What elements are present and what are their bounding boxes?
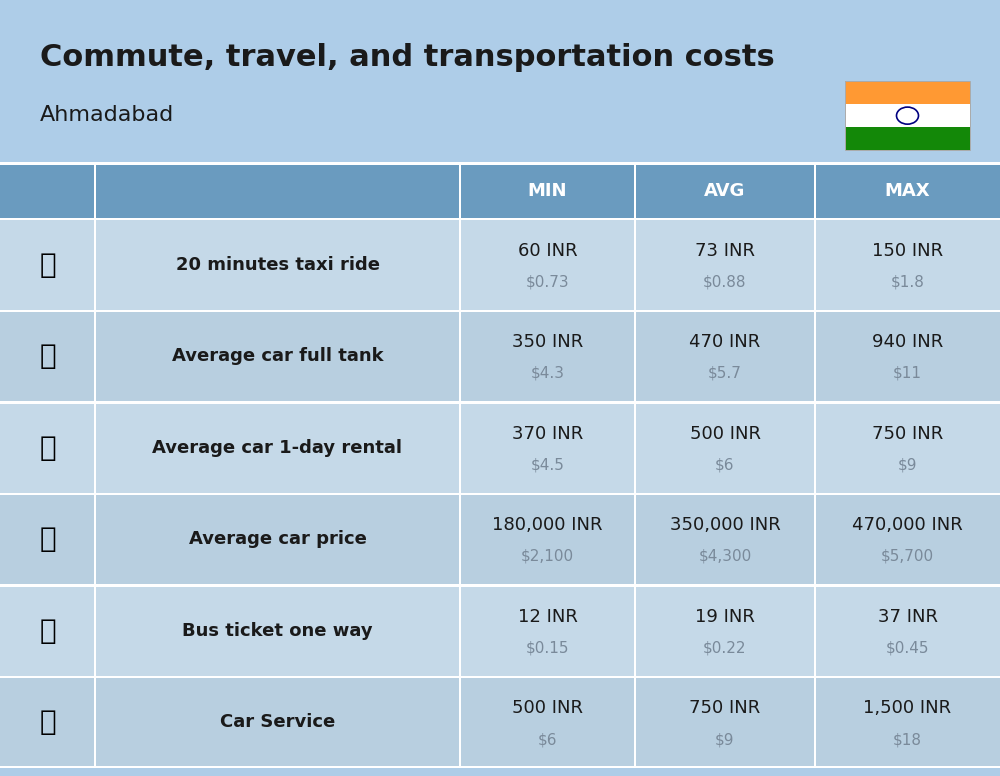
- Bar: [0, 163, 1000, 219]
- Bar: [845, 127, 970, 150]
- Text: $4,300: $4,300: [698, 549, 752, 564]
- Bar: [845, 104, 970, 127]
- Text: 🚌: 🚌: [39, 617, 56, 645]
- Text: 73 INR: 73 INR: [695, 241, 755, 260]
- Text: 60 INR: 60 INR: [518, 241, 577, 260]
- Text: Average car price: Average car price: [189, 530, 366, 549]
- Text: $5.7: $5.7: [708, 365, 742, 381]
- Text: $9: $9: [715, 732, 735, 747]
- Text: $0.88: $0.88: [703, 274, 747, 289]
- Text: 500 INR: 500 INR: [512, 699, 583, 718]
- Bar: [0, 493, 1000, 495]
- Text: 12 INR: 12 INR: [518, 608, 577, 626]
- Bar: [0, 310, 1000, 312]
- Text: 150 INR: 150 INR: [872, 241, 943, 260]
- Text: $0.22: $0.22: [703, 640, 747, 656]
- Bar: [634, 163, 636, 768]
- Text: ⚽: ⚽: [39, 342, 56, 370]
- Text: $6: $6: [715, 457, 735, 473]
- Text: Average car 1-day rental: Average car 1-day rental: [152, 438, 402, 457]
- Bar: [0, 219, 1000, 310]
- Bar: [0, 310, 1000, 402]
- Bar: [845, 81, 970, 104]
- Bar: [814, 163, 816, 768]
- Text: $2,100: $2,100: [521, 549, 574, 564]
- Text: $1.8: $1.8: [891, 274, 924, 289]
- Bar: [459, 163, 461, 768]
- Text: 37 INR: 37 INR: [878, 608, 938, 626]
- Text: $0.73: $0.73: [526, 274, 569, 289]
- Text: 370 INR: 370 INR: [512, 424, 583, 443]
- Text: 350 INR: 350 INR: [512, 333, 583, 352]
- Text: 19 INR: 19 INR: [695, 608, 755, 626]
- Text: Bus ticket one way: Bus ticket one way: [182, 622, 373, 640]
- Text: Ahmadabad: Ahmadabad: [40, 105, 174, 125]
- Text: $18: $18: [893, 732, 922, 747]
- Text: AVG: AVG: [704, 182, 746, 200]
- Text: 🚗: 🚗: [39, 525, 56, 553]
- Bar: [94, 163, 96, 768]
- Text: 750 INR: 750 INR: [689, 699, 761, 718]
- Bar: [0, 218, 1000, 220]
- Bar: [0, 401, 1000, 404]
- Text: 470 INR: 470 INR: [689, 333, 761, 352]
- Bar: [0, 677, 1000, 768]
- Text: 1,500 INR: 1,500 INR: [863, 699, 952, 718]
- Text: 🔧: 🔧: [39, 708, 56, 736]
- Bar: [0, 494, 1000, 585]
- Text: 350,000 INR: 350,000 INR: [670, 516, 780, 535]
- Text: Car Service: Car Service: [220, 713, 335, 732]
- Bar: [0, 766, 1000, 768]
- Text: $11: $11: [893, 365, 922, 381]
- Text: 180,000 INR: 180,000 INR: [492, 516, 603, 535]
- Text: 750 INR: 750 INR: [872, 424, 943, 443]
- Text: $9: $9: [898, 457, 917, 473]
- Bar: [0, 162, 1000, 165]
- Text: $4.3: $4.3: [530, 365, 564, 381]
- Text: $0.15: $0.15: [526, 640, 569, 656]
- Text: 500 INR: 500 INR: [690, 424, 761, 443]
- Bar: [0, 585, 1000, 677]
- Bar: [0, 676, 1000, 678]
- Text: 🚕: 🚕: [39, 251, 56, 279]
- Bar: [0, 584, 1000, 587]
- Text: 🚙: 🚙: [39, 434, 56, 462]
- Text: $0.45: $0.45: [886, 640, 929, 656]
- Text: MAX: MAX: [885, 182, 930, 200]
- Text: Commute, travel, and transportation costs: Commute, travel, and transportation cost…: [40, 43, 775, 71]
- Text: $5,700: $5,700: [881, 549, 934, 564]
- Text: $4.5: $4.5: [531, 457, 564, 473]
- Bar: [0, 402, 1000, 494]
- Text: 20 minutes taxi ride: 20 minutes taxi ride: [176, 255, 380, 274]
- Text: Average car full tank: Average car full tank: [172, 347, 383, 365]
- Text: $6: $6: [538, 732, 557, 747]
- Bar: [845, 81, 970, 150]
- Text: 940 INR: 940 INR: [872, 333, 943, 352]
- Text: 470,000 INR: 470,000 INR: [852, 516, 963, 535]
- Text: MIN: MIN: [528, 182, 567, 200]
